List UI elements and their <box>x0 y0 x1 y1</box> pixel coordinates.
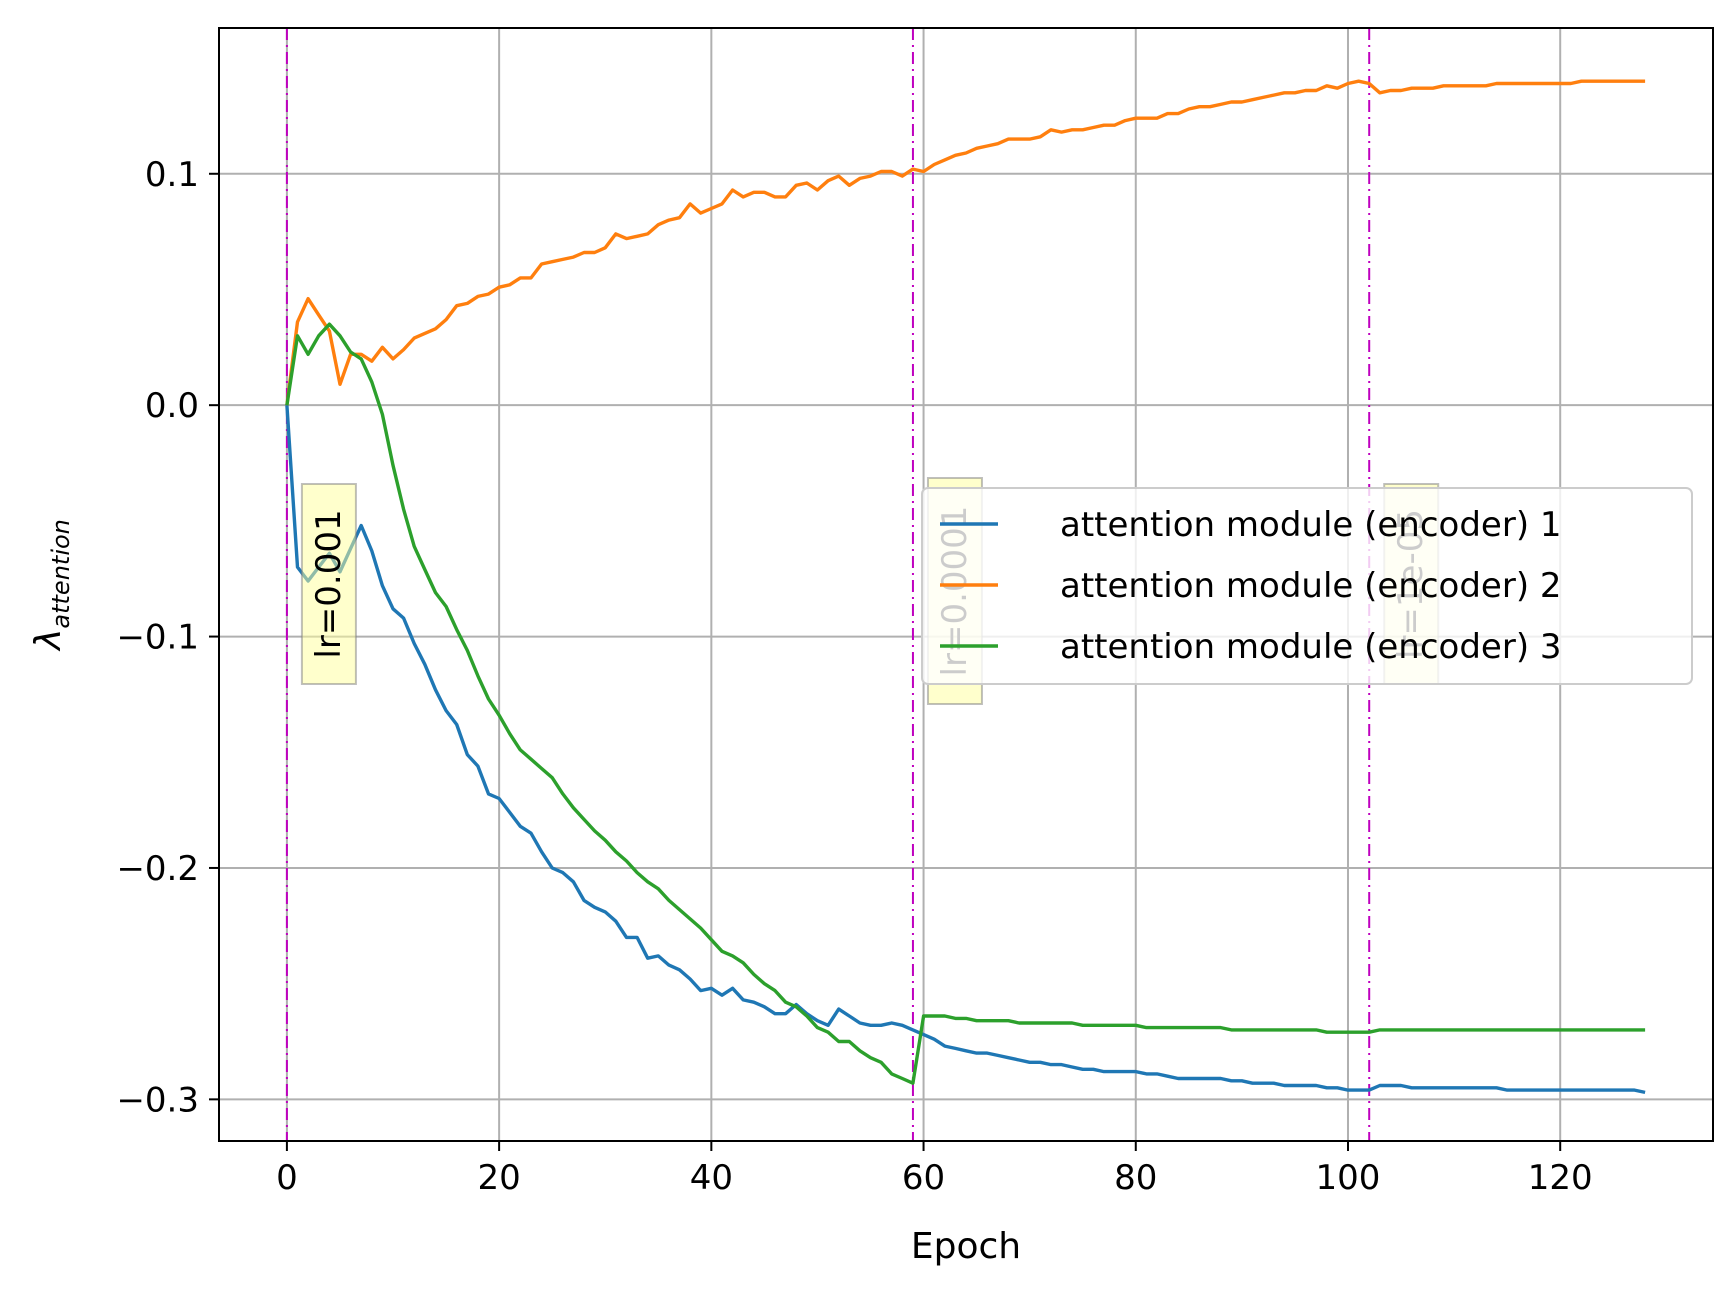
y-tick-label: 0.0 <box>145 386 199 426</box>
lr-label-box <box>300 483 357 685</box>
x-tick-label: 20 <box>477 1158 520 1198</box>
series-lines <box>285 79 1646 1095</box>
legend-label: attention module (encoder) 1 <box>1060 505 1562 545</box>
x-tick-label: 120 <box>1528 1158 1593 1198</box>
y-axis-label: λattention <box>28 519 75 652</box>
legend-label: attention module (encoder) 2 <box>1060 566 1562 606</box>
y-axis-label-sub: attention <box>47 519 75 628</box>
legend-box <box>921 487 1693 685</box>
x-tick-label: 40 <box>690 1158 733 1198</box>
x-tick-label: 100 <box>1316 1158 1381 1198</box>
y-tick-label: 0.1 <box>145 155 199 195</box>
x-tick-label: 60 <box>902 1158 945 1198</box>
lr-label: lr=0.001 <box>300 483 357 685</box>
series-line-1 <box>285 405 1646 1095</box>
y-tick-label: −0.2 <box>116 849 199 889</box>
x-axis-label: Epoch <box>911 1226 1021 1267</box>
y-tick-label: −0.3 <box>116 1080 199 1120</box>
y-axis-label-main: λ <box>28 629 69 652</box>
series-line-2 <box>285 79 1646 406</box>
lr-label-text: lr=0.001 <box>309 509 349 658</box>
axis-ticks: 0 20 40 60 80 100 120 −0.3 −0.2 −0.1 0.0 0.1 <box>116 155 1592 1198</box>
plot-frame <box>218 27 1714 1142</box>
x-tick-label: 0 <box>276 1158 298 1198</box>
series-line-3 <box>285 322 1646 1085</box>
x-tick-label: 80 <box>1114 1158 1157 1198</box>
legend-label: attention module (encoder) 3 <box>1060 627 1562 667</box>
legend: attention module (encoder) 1 attention mo… <box>921 487 1693 685</box>
y-tick-label: −0.1 <box>116 618 199 658</box>
